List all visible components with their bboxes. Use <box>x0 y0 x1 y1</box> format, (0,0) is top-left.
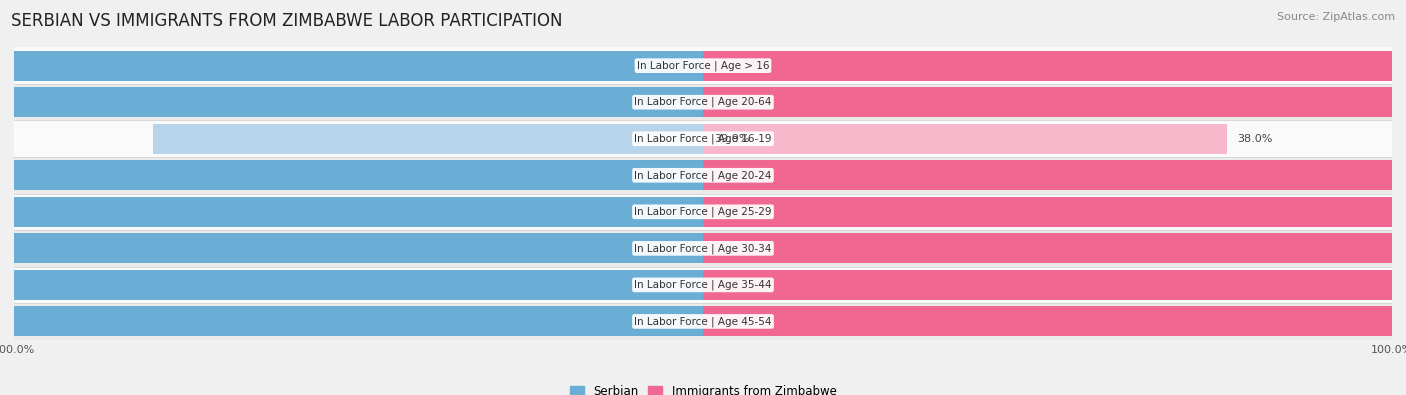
Bar <box>703 124 1226 154</box>
Bar <box>703 197 1406 227</box>
Bar <box>14 194 1392 230</box>
Text: In Labor Force | Age > 16: In Labor Force | Age > 16 <box>637 60 769 71</box>
Bar <box>0 233 703 263</box>
Text: In Labor Force | Age 35-44: In Labor Force | Age 35-44 <box>634 280 772 290</box>
Text: In Labor Force | Age 20-24: In Labor Force | Age 20-24 <box>634 170 772 181</box>
Bar <box>703 307 1406 337</box>
Text: In Labor Force | Age 16-19: In Labor Force | Age 16-19 <box>634 134 772 144</box>
Bar <box>703 270 1406 300</box>
Legend: Serbian, Immigrants from Zimbabwe: Serbian, Immigrants from Zimbabwe <box>569 385 837 395</box>
Bar <box>14 47 1392 84</box>
Text: In Labor Force | Age 45-54: In Labor Force | Age 45-54 <box>634 316 772 327</box>
Bar <box>14 267 1392 303</box>
Bar <box>703 233 1406 263</box>
Bar <box>703 87 1406 117</box>
Bar <box>0 270 703 300</box>
Bar <box>14 84 1392 120</box>
Bar <box>703 160 1406 190</box>
Bar <box>0 87 703 117</box>
Text: SERBIAN VS IMMIGRANTS FROM ZIMBABWE LABOR PARTICIPATION: SERBIAN VS IMMIGRANTS FROM ZIMBABWE LABO… <box>11 12 562 30</box>
Bar <box>14 120 1392 157</box>
Bar <box>0 197 703 227</box>
Bar <box>0 51 703 81</box>
Bar <box>14 230 1392 267</box>
Bar <box>14 157 1392 194</box>
Bar <box>703 51 1406 81</box>
Text: In Labor Force | Age 25-29: In Labor Force | Age 25-29 <box>634 207 772 217</box>
Bar <box>0 160 703 190</box>
Text: In Labor Force | Age 20-64: In Labor Force | Age 20-64 <box>634 97 772 107</box>
Text: 39.9%: 39.9% <box>714 134 749 144</box>
Bar <box>0 307 703 337</box>
Text: In Labor Force | Age 30-34: In Labor Force | Age 30-34 <box>634 243 772 254</box>
Text: Source: ZipAtlas.com: Source: ZipAtlas.com <box>1277 12 1395 22</box>
Bar <box>14 303 1392 340</box>
Text: 38.0%: 38.0% <box>1237 134 1272 144</box>
Bar <box>153 124 703 154</box>
